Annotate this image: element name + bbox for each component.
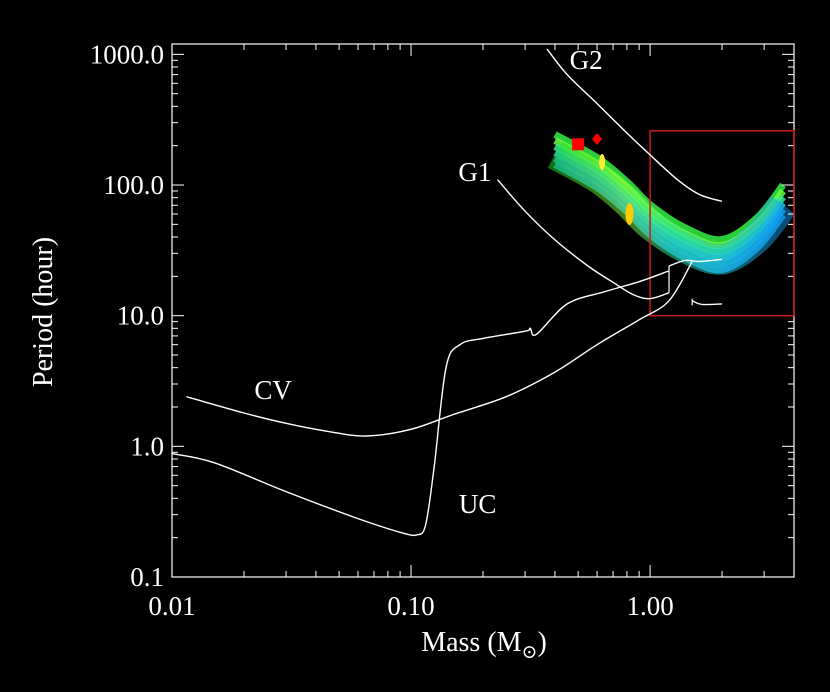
curve-label-cv: CV — [254, 375, 292, 405]
red-square-marker — [572, 138, 585, 151]
curve-label-g2: G2 — [570, 45, 603, 75]
highlight-box — [649, 130, 795, 317]
red-diamond-marker — [592, 132, 603, 145]
g1-curve — [496, 179, 670, 300]
y-tick-label: 100.0 — [103, 170, 164, 200]
curve-label-g1: G1 — [458, 157, 491, 187]
color-band-hotspot — [625, 202, 634, 225]
cv-curve — [186, 261, 693, 437]
x-tick-label: 0.01 — [148, 591, 195, 621]
color-band-fill — [547, 141, 796, 275]
color-band-hotspot — [599, 154, 606, 171]
y-tick-label: 1000.0 — [90, 39, 164, 69]
x-axis-title-close: ) — [537, 627, 546, 658]
curve-segment — [668, 258, 723, 267]
y-tick-label: 0.1 — [130, 562, 164, 592]
plot-area: 0.1 1.0 10.0 100.0 1000.0 0.01 0.10 1.00 CV UC G1 G… — [90, 39, 796, 621]
y-tick-label: 10.0 — [117, 301, 164, 331]
x-axis-title: Mass (M⊙) — [421, 627, 547, 663]
solar-mass-symbol: ⊙ — [522, 642, 538, 663]
x-axis-ticks — [171, 44, 795, 577]
x-tick-label: 1.00 — [626, 591, 673, 621]
curve-label-uc: UC — [459, 489, 497, 519]
y-axis-ticks — [172, 53, 794, 578]
y-axis-title: Period (hour) — [28, 237, 59, 387]
curve-segment — [691, 300, 723, 306]
g2-curve — [546, 48, 723, 202]
uc-curve — [171, 270, 670, 537]
x-tick-label: 0.10 — [387, 591, 434, 621]
curves — [171, 48, 723, 537]
x-axis-title-text: Mass (M — [421, 627, 521, 658]
color-band — [547, 131, 796, 275]
y-tick-label: 1.0 — [130, 431, 164, 461]
